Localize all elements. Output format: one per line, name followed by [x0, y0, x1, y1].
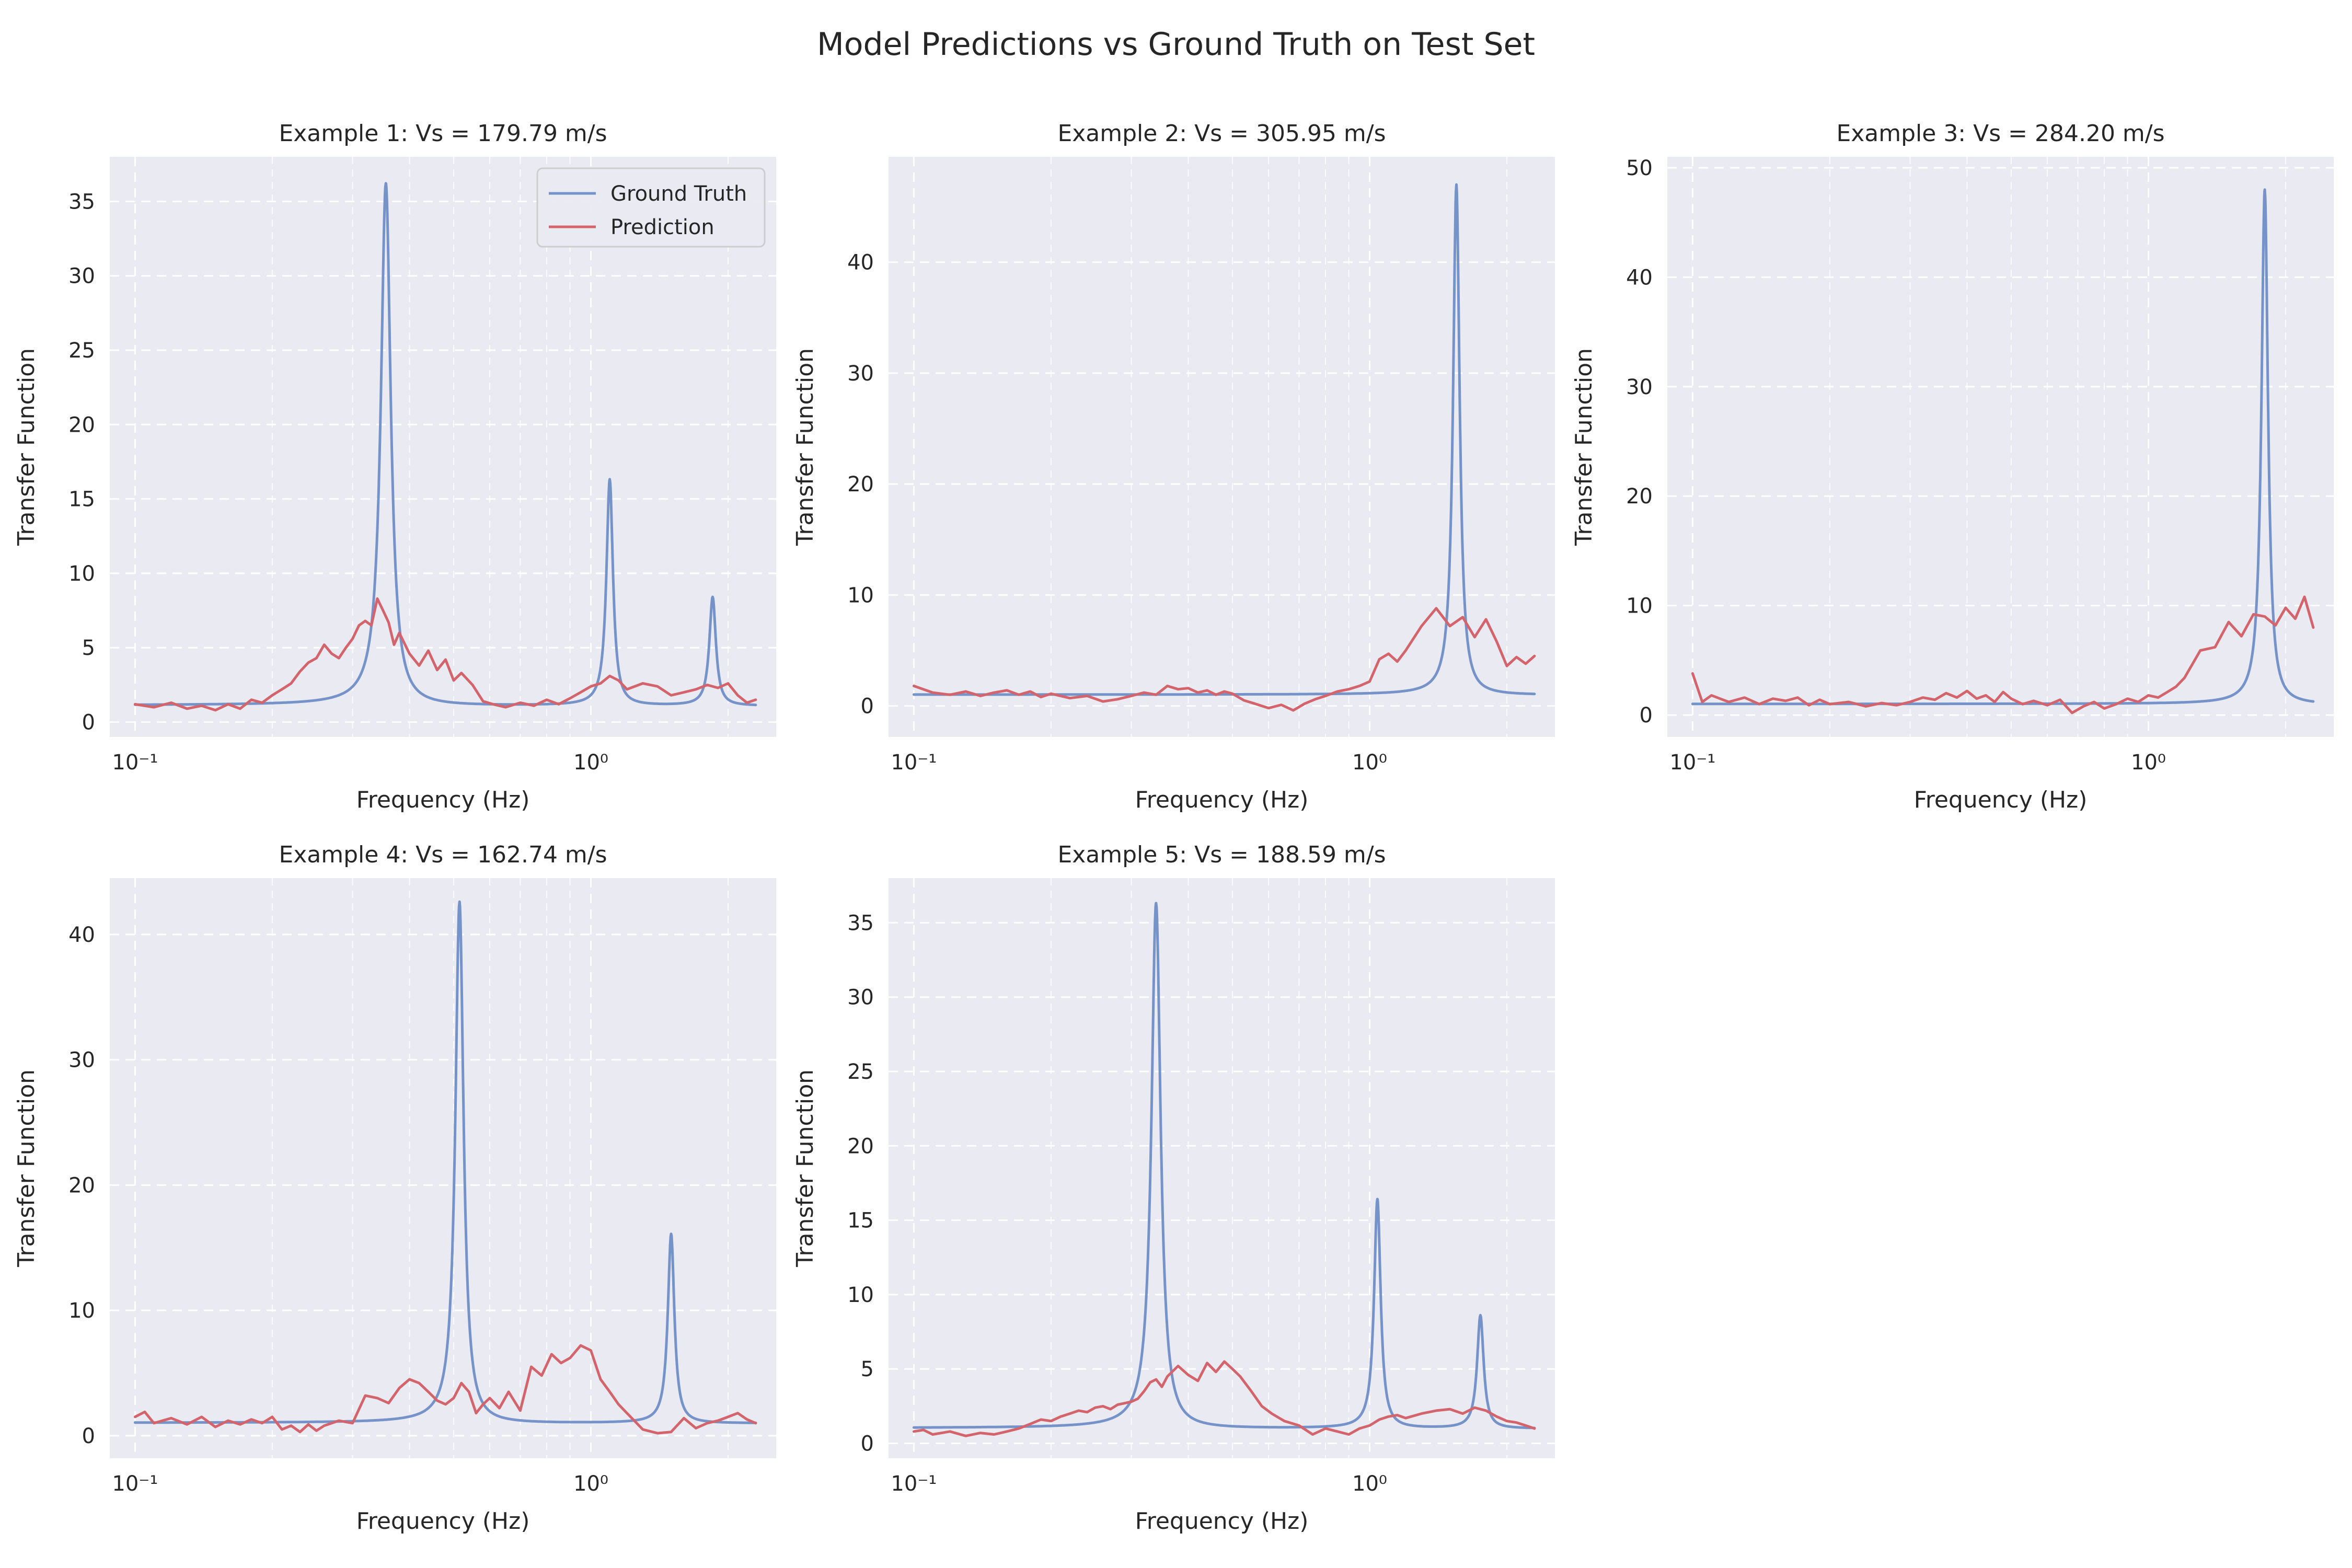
y-tick-label: 30 [68, 1048, 95, 1073]
x-tick-label: 10⁰ [1352, 751, 1387, 775]
x-tick-label: 10⁻¹ [112, 1472, 158, 1496]
y-tick-label: 40 [1626, 266, 1653, 290]
y-tick-label: 0 [861, 695, 874, 719]
subplot-title: Example 3: Vs = 284.20 m/s [1836, 120, 2164, 147]
subplot-title: Example 1: Vs = 179.79 m/s [279, 120, 607, 147]
y-tick-label: 0 [82, 1424, 95, 1448]
y-tick-label: 25 [68, 339, 95, 363]
ground-truth-series-line [912, 902, 1536, 1429]
x-tick-label: 10⁻¹ [891, 1472, 937, 1496]
ground-truth-series-line [133, 182, 757, 707]
y-tick-label: 35 [68, 190, 95, 214]
y-tick-label: 20 [68, 1173, 95, 1197]
y-tick-label: 40 [68, 923, 95, 947]
x-axis-label: Frequency (Hz) [1135, 787, 1309, 813]
y-tick-label: 0 [1640, 704, 1653, 728]
axes-background [1667, 157, 2334, 737]
y-tick-label: 0 [82, 711, 95, 735]
y-tick-label: 30 [847, 362, 874, 386]
y-tick-label: 10 [847, 583, 874, 607]
y-tick-label: 15 [68, 488, 95, 512]
y-axis-label: Transfer Function [792, 348, 818, 546]
ground-truth-series-line [912, 183, 1536, 696]
subplot-title: Example 5: Vs = 188.59 m/s [1057, 841, 1386, 868]
prediction-series-line [912, 1360, 1536, 1437]
subplot-title: Example 2: Vs = 305.95 m/s [1057, 120, 1386, 147]
y-tick-label: 30 [1626, 375, 1653, 399]
prediction-series-line [912, 607, 1536, 712]
legend: Ground Truth Prediction [536, 167, 766, 248]
y-tick-label: 15 [847, 1209, 874, 1233]
y-tick-label: 0 [861, 1432, 874, 1456]
prediction-series-line [133, 597, 757, 712]
y-axis-label: Transfer Function [792, 1069, 818, 1267]
y-tick-label: 20 [1626, 485, 1653, 509]
legend-entry-label: Ground Truth [610, 182, 747, 206]
y-tick-label: 40 [847, 251, 874, 275]
x-tick-label: 10⁻¹ [891, 751, 937, 775]
y-tick-label: 20 [847, 472, 874, 497]
y-tick-label: 10 [68, 1299, 95, 1323]
y-tick-label: 20 [847, 1134, 874, 1158]
y-tick-label: 5 [82, 636, 95, 660]
x-tick-label: 10⁻¹ [112, 751, 158, 775]
legend-entry-label: Prediction [610, 215, 714, 239]
prediction-series-line [1691, 595, 2315, 714]
x-axis-label: Frequency (Hz) [356, 1508, 530, 1535]
subplot-1: 10⁻¹ 10⁰ 0 5 10 15 20 25 30 35 Example 1: Vs = 179… [13, 120, 776, 813]
y-tick-label: 10 [1626, 594, 1653, 618]
y-axis-label: Transfer Function [1571, 348, 1597, 546]
x-axis-label: Frequency (Hz) [1135, 1508, 1309, 1535]
y-tick-label: 35 [847, 911, 874, 935]
y-tick-label: 30 [847, 986, 874, 1010]
x-axis-label: Frequency (Hz) [1914, 787, 2088, 813]
x-axis-label: Frequency (Hz) [356, 787, 530, 813]
axes-background [110, 157, 776, 737]
x-tick-label: 10⁰ [2131, 751, 2166, 775]
subplot-title: Example 4: Vs = 162.74 m/s [279, 841, 607, 868]
y-axis-label: Transfer Function [13, 348, 40, 546]
subplot-4: 10⁻¹ 10⁰ 0 10 20 30 40 Example 4: Vs = 162.74 m… [13, 841, 776, 1535]
y-tick-label: 10 [68, 562, 95, 586]
y-tick-label: 10 [847, 1283, 874, 1307]
subplots-container: 10⁻¹ 10⁰ 0 5 10 15 20 25 30 35 Example 1: Vs = 179… [13, 120, 2334, 1535]
x-tick-label: 10⁻¹ [1669, 751, 1715, 775]
y-tick-label: 20 [68, 413, 95, 437]
y-tick-label: 30 [68, 264, 95, 289]
subplot-3: 10⁻¹ 10⁰ 0 10 20 30 40 50 Example 3: Vs = 284.20… [1571, 120, 2334, 813]
y-tick-label: 5 [861, 1357, 874, 1381]
y-tick-label: 50 [1626, 156, 1653, 180]
figure-suptitle: Model Predictions vs Ground Truth on Tes… [817, 26, 1535, 63]
x-tick-label: 10⁰ [1352, 1472, 1387, 1496]
y-tick-label: 25 [847, 1060, 874, 1084]
x-tick-label: 10⁰ [573, 751, 608, 775]
axes-background [889, 878, 1555, 1458]
x-tick-label: 10⁰ [573, 1472, 608, 1496]
prediction-series-line [133, 1344, 757, 1435]
y-axis-label: Transfer Function [13, 1069, 40, 1267]
subplot-2: 10⁻¹ 10⁰ 0 10 20 30 40 Example 2: Vs = 305.95 m… [792, 120, 1555, 813]
subplot-5: 10⁻¹ 10⁰ 0 5 10 15 20 25 30 35 Example 5: Vs = 188… [792, 841, 1555, 1535]
